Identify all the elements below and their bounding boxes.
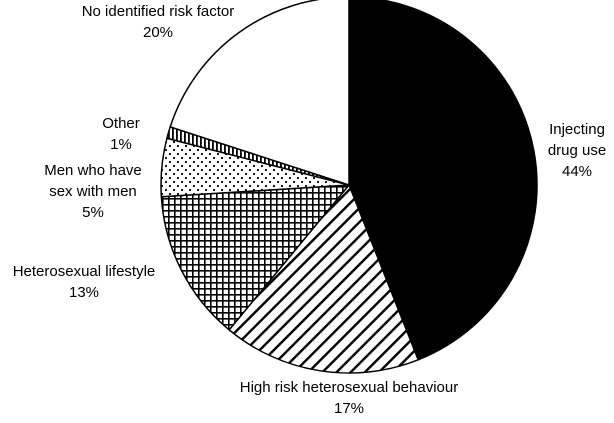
slice-name: No identified risk factor — [82, 3, 235, 20]
slice-percent: 20% — [143, 24, 173, 41]
slice-name: drug use — [548, 142, 606, 159]
slice-label: No identified risk factor 20% — [82, 3, 235, 41]
slice-percent: 1% — [110, 136, 132, 153]
slice-name: Heterosexual lifestyle — [13, 263, 156, 280]
slice-percent: 17% — [334, 400, 364, 417]
slice-name: Men who have — [44, 162, 142, 179]
slice-name: Injecting — [549, 121, 605, 138]
pie-labels: Injecting drug use 44% High risk heterosexu… — [13, 3, 606, 417]
slice-percent: 5% — [82, 204, 104, 221]
pie-slice — [169, 0, 350, 186]
slice-percent: 44% — [562, 163, 592, 180]
slice-percent: 13% — [69, 284, 99, 301]
slice-label: Heterosexual lifestyle 13% — [13, 263, 156, 301]
pie-slices — [160, 0, 538, 374]
slice-label: Men who have sex with men 5% — [44, 162, 142, 221]
pie-slice — [228, 184, 419, 374]
slice-label: High risk heterosexual behaviour 17% — [240, 379, 458, 417]
slice-name: sex with men — [49, 183, 137, 200]
slice-name: Other — [102, 115, 140, 132]
slice-label: Injecting drug use 44% — [548, 121, 606, 180]
slice-name: High risk heterosexual behaviour — [240, 379, 458, 396]
pie-slice — [160, 184, 350, 331]
slice-label: Other 1% — [102, 115, 140, 153]
pie-slice — [348, 0, 538, 361]
